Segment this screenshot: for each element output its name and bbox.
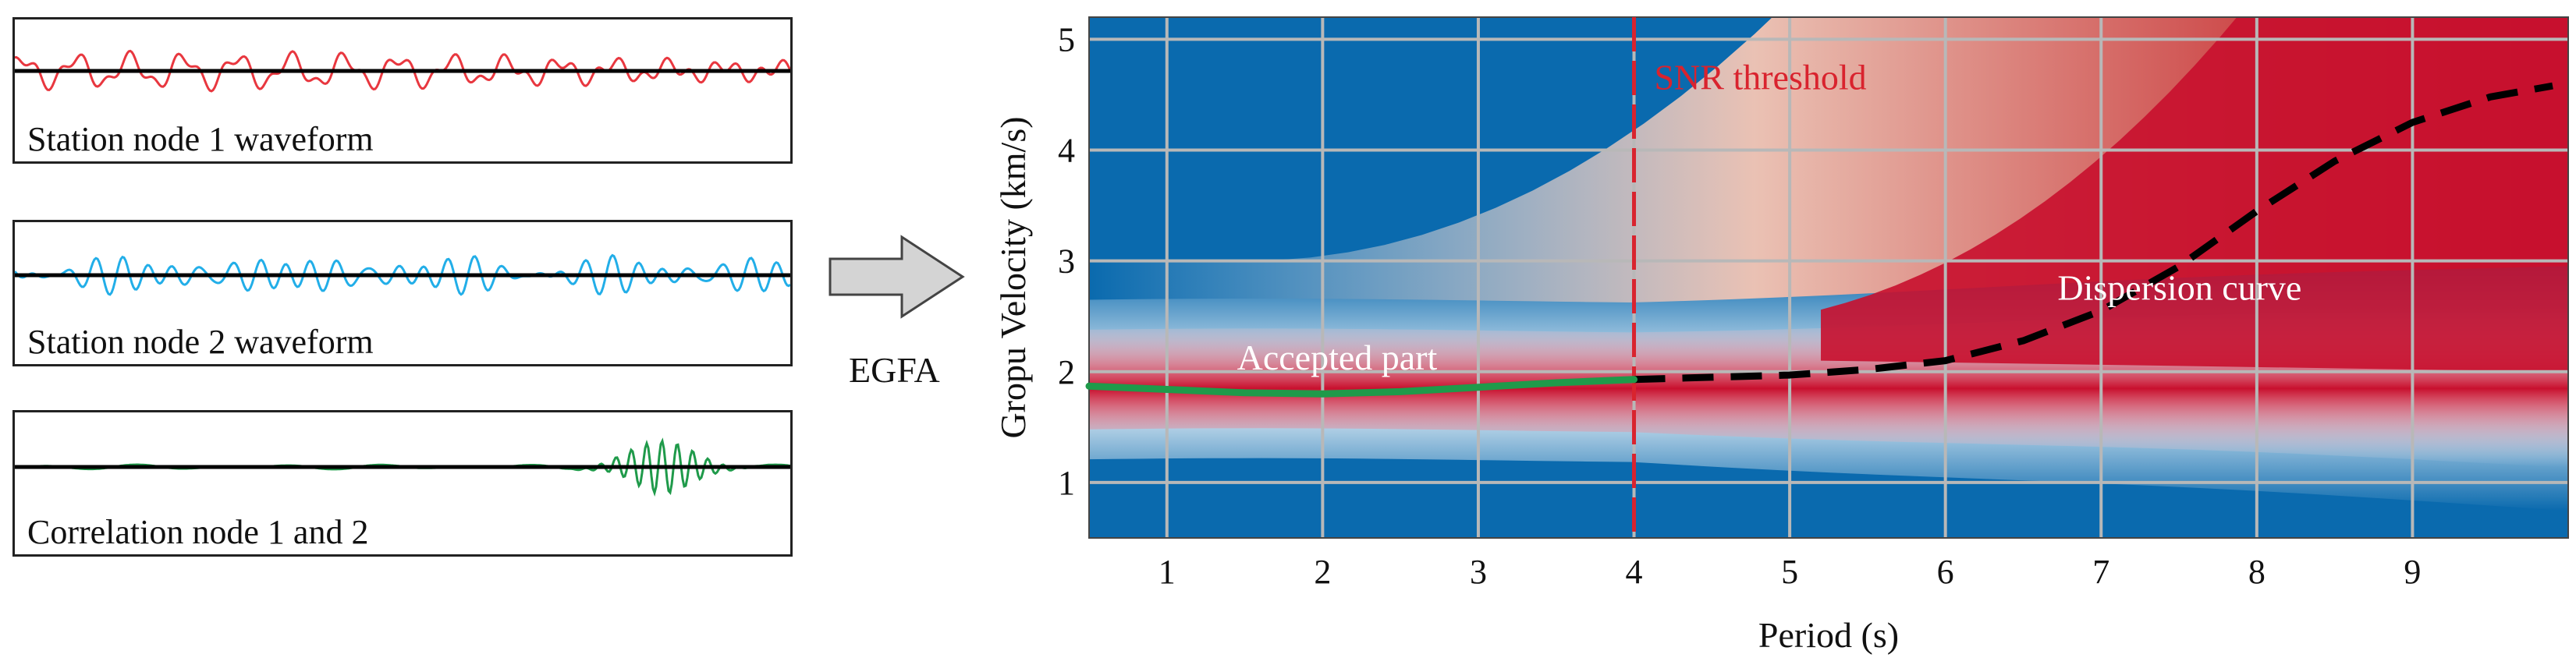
waveform-station-1 bbox=[15, 49, 790, 93]
waveform-trace bbox=[15, 49, 790, 93]
waveform-correlation bbox=[15, 437, 790, 497]
waveform-panel-station-2: Station node 2 waveform bbox=[12, 220, 793, 366]
x-tick-label: 1 bbox=[1158, 553, 1176, 591]
panel-label-station-2: Station node 2 waveform bbox=[23, 323, 378, 361]
x-tick-label: 4 bbox=[1626, 553, 1643, 591]
panel-label-correlation: Correlation node 1 and 2 bbox=[23, 513, 374, 551]
x-tick-label: 6 bbox=[1937, 553, 1954, 591]
plot-frame bbox=[1088, 16, 2569, 539]
x-tick-label: 2 bbox=[1314, 553, 1331, 591]
dispersion-chart: 1 2 3 4 5 6 7 8 9 1 2 3 4 5 Period (s) Gropu Velocity (… bbox=[993, 16, 2569, 655]
x-tick-label: 7 bbox=[2092, 553, 2109, 591]
x-tick-label: 5 bbox=[1781, 553, 1798, 591]
waveform-panel-station-1: Station node 1 waveform bbox=[12, 17, 793, 164]
x-axis-title: Period (s) bbox=[1758, 615, 1899, 655]
y-tick-label: 4 bbox=[1058, 132, 1075, 170]
y-tick-label: 3 bbox=[1058, 242, 1075, 281]
accepted-part-line bbox=[1085, 376, 1638, 398]
accepted-part-label: Accepted part bbox=[1237, 338, 1438, 377]
y-tick-label: 1 bbox=[1058, 464, 1075, 502]
panel-label-station-1: Station node 1 waveform bbox=[23, 120, 378, 158]
x-tick-label: 8 bbox=[2248, 553, 2266, 591]
x-tick-label: 9 bbox=[2404, 553, 2421, 591]
snr-threshold-label: SNR threshold bbox=[1654, 57, 1866, 97]
dispersion-curve-line bbox=[1634, 82, 2553, 384]
dispersion-curve-label: Dispersion curve bbox=[2057, 267, 2301, 307]
x-tick-label: 3 bbox=[1470, 553, 1487, 591]
energy-red-region bbox=[1821, 17, 2568, 372]
y-axis-title: Gropu Velocity (km/s) bbox=[993, 116, 1033, 438]
egfa-label: EGFA bbox=[849, 350, 940, 390]
waveform-station-2 bbox=[15, 253, 790, 296]
y-tick-label: 5 bbox=[1058, 20, 1075, 58]
waveform-trace bbox=[15, 253, 790, 296]
waveform-panel-correlation: Correlation node 1 and 2 bbox=[12, 410, 793, 557]
right-arrow-icon bbox=[829, 235, 965, 319]
y-tick-label: 2 bbox=[1058, 353, 1075, 391]
